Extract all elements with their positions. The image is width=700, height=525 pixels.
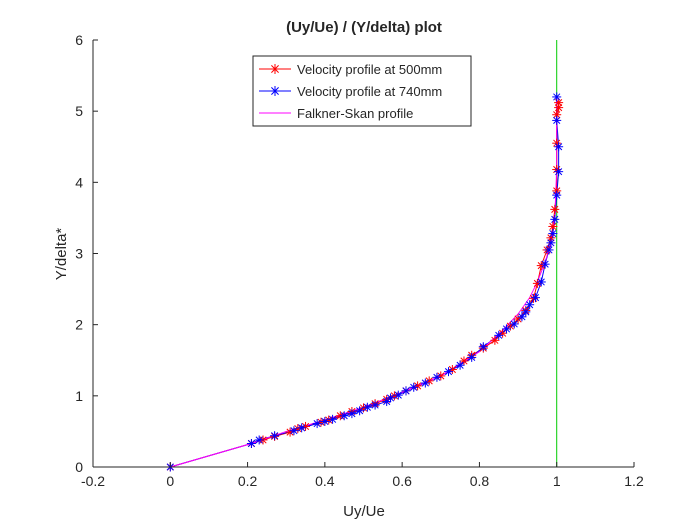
data-point [254, 435, 264, 445]
data-point [536, 277, 546, 287]
data-point [552, 190, 562, 200]
data-point [544, 245, 554, 255]
legend-item: Falkner-Skan profile [259, 106, 413, 121]
x-tick-label: -0.2 [81, 473, 105, 489]
data-point [413, 381, 423, 391]
chart-title: (Uy/Ue) / (Y/delta) plot [286, 19, 442, 36]
y-tick-label: 5 [75, 103, 83, 119]
data-point [494, 330, 504, 340]
x-tick-label: 0.8 [470, 473, 490, 489]
data-point [546, 238, 556, 248]
legend-item: Velocity profile at 740mm [259, 84, 442, 99]
data-point [347, 409, 357, 419]
legend-item: Velocity profile at 500mm [259, 62, 442, 77]
data-point [490, 335, 500, 345]
data-point [550, 214, 560, 224]
data-point [525, 300, 535, 310]
y-tick-label: 1 [75, 388, 83, 404]
data-point [478, 342, 488, 352]
data-point [312, 419, 322, 429]
data-point [552, 115, 562, 125]
data-point [521, 307, 531, 317]
data-point [432, 372, 442, 382]
legend-label: Falkner-Skan profile [297, 106, 413, 121]
data-point [513, 314, 523, 324]
data-point [436, 371, 446, 381]
data-point [550, 204, 560, 214]
data-point [501, 324, 511, 334]
legend-label: Velocity profile at 500mm [297, 62, 442, 77]
data-point [355, 406, 365, 416]
data-point [517, 312, 527, 322]
x-tick-label: 0.2 [238, 473, 258, 489]
data-point [509, 319, 519, 329]
legend: Velocity profile at 500mm Velocity profil… [252, 55, 472, 127]
data-point [362, 402, 372, 412]
data-point [289, 426, 299, 436]
y-tick-label: 2 [75, 317, 83, 333]
x-tick-label: 0.6 [392, 473, 412, 489]
series-markers-1 [165, 92, 564, 472]
y-tick-label: 4 [75, 174, 83, 190]
data-point [270, 431, 280, 441]
y-tick-label: 0 [75, 459, 83, 475]
y-axis-label: Y/delta* [53, 228, 70, 281]
data-point [382, 397, 392, 407]
data-point [552, 92, 562, 102]
data-point [444, 367, 454, 377]
data-point [536, 261, 546, 271]
data-point [246, 439, 256, 449]
data-point [297, 423, 307, 433]
x-axis-label: Uy/Ue [343, 503, 385, 520]
legend-label: Velocity profile at 740mm [297, 84, 442, 99]
data-point [393, 390, 403, 400]
data-point [467, 352, 477, 362]
data-point [409, 382, 419, 392]
x-tick-label: 0 [166, 473, 174, 489]
data-point [530, 293, 540, 303]
data-point [370, 400, 380, 410]
data-point [386, 393, 396, 403]
data-point [339, 411, 349, 421]
data-point [455, 360, 465, 370]
data-point [328, 414, 338, 424]
y-tick-label: 6 [75, 32, 83, 48]
data-point [301, 421, 311, 431]
data-point [401, 386, 411, 396]
x-tick-label: 1 [553, 473, 561, 489]
data-point [554, 167, 564, 177]
x-tick-label: 1.2 [624, 473, 644, 489]
data-point [532, 278, 542, 288]
y-tick-label: 3 [75, 246, 83, 262]
data-point [554, 142, 564, 152]
data-point [540, 259, 550, 269]
data-point [420, 378, 430, 388]
legend-marker [270, 86, 280, 96]
data-point [320, 416, 330, 426]
data-point [548, 229, 558, 239]
legend-marker [270, 64, 280, 74]
x-tick-label: 0.4 [315, 473, 335, 489]
data-point [285, 427, 295, 437]
